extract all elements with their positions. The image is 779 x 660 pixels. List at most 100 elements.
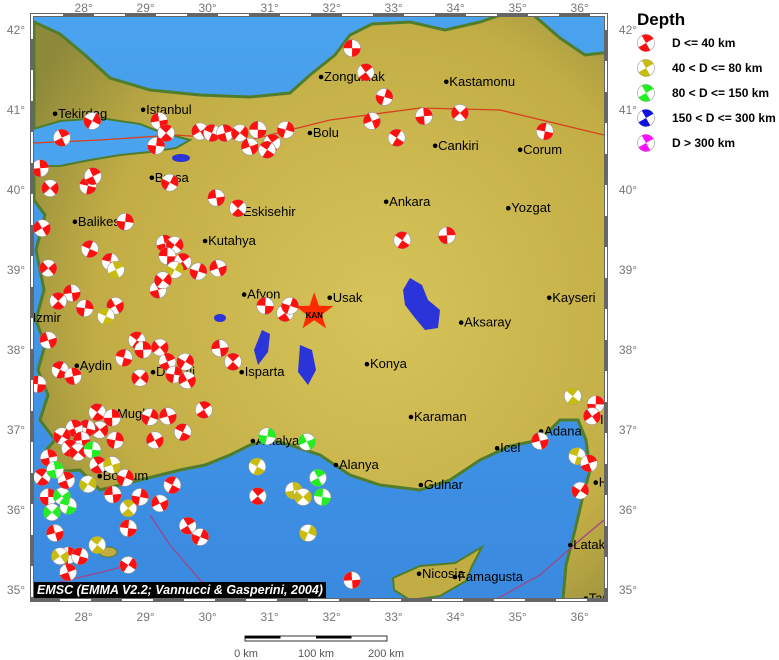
event-beachball[interactable] xyxy=(105,430,125,450)
event-beachball[interactable] xyxy=(535,121,555,141)
event-beachball[interactable] xyxy=(211,339,230,358)
event-beachball[interactable] xyxy=(148,335,172,359)
event-beachball[interactable] xyxy=(103,408,121,427)
event-beachball[interactable] xyxy=(297,522,319,544)
event-beachball[interactable] xyxy=(85,533,109,557)
event-beachball[interactable] xyxy=(354,60,378,84)
event-beachball[interactable] xyxy=(228,121,252,145)
event-beachball[interactable] xyxy=(361,110,383,132)
event-beachball[interactable] xyxy=(438,226,456,245)
event-beachball[interactable] xyxy=(69,546,90,567)
event-beachball[interactable] xyxy=(86,453,109,476)
event-beachball[interactable] xyxy=(561,384,585,408)
event-beachball[interactable] xyxy=(158,171,181,194)
event-beachball[interactable] xyxy=(151,268,175,292)
event-beachball[interactable] xyxy=(207,257,229,279)
event-beachball[interactable] xyxy=(147,136,166,155)
event-beachball[interactable] xyxy=(255,138,279,162)
event-beachball[interactable] xyxy=(148,492,171,515)
event-beachball[interactable] xyxy=(51,126,74,149)
event-beachball[interactable] xyxy=(40,500,64,524)
event-beachball[interactable] xyxy=(156,351,178,373)
event-beachball[interactable] xyxy=(45,460,65,480)
event-beachball[interactable] xyxy=(374,86,395,107)
event-beachball[interactable] xyxy=(343,39,361,58)
event-beachball[interactable] xyxy=(201,122,223,144)
event-beachball[interactable] xyxy=(38,176,62,200)
event-beachball[interactable] xyxy=(57,561,79,583)
event-beachball[interactable] xyxy=(157,406,178,427)
event-beachball[interactable] xyxy=(128,366,152,390)
event-beachball[interactable] xyxy=(62,283,81,302)
event-beachball[interactable] xyxy=(158,247,177,266)
event-beachball[interactable] xyxy=(116,496,140,520)
event-beachball[interactable] xyxy=(176,369,199,392)
event-beachball[interactable] xyxy=(296,431,319,454)
event-beachball[interactable] xyxy=(139,406,161,428)
event-beachball[interactable] xyxy=(76,472,99,495)
event-beachball[interactable] xyxy=(79,238,101,260)
event-beachball[interactable] xyxy=(568,479,592,503)
event-beachball[interactable] xyxy=(102,454,123,475)
event-beachball[interactable] xyxy=(30,465,54,489)
map-area[interactable]: Zonguldak KastamonuIstanbulTekirdagBoluCa… xyxy=(27,10,664,610)
event-beachball[interactable] xyxy=(38,329,59,350)
event-beachball[interactable] xyxy=(75,299,94,318)
event-beachball[interactable] xyxy=(249,121,267,139)
event-beachball[interactable] xyxy=(530,431,551,452)
event-beachball[interactable] xyxy=(46,289,70,313)
event-beachball[interactable] xyxy=(239,136,261,158)
event-beachball[interactable] xyxy=(246,455,269,478)
event-beachball[interactable] xyxy=(116,212,135,231)
event-beachball[interactable] xyxy=(105,259,127,281)
event-beachball[interactable] xyxy=(188,261,209,282)
event-beachball[interactable] xyxy=(221,350,245,374)
event-beachball[interactable] xyxy=(29,375,47,394)
event-beachball[interactable] xyxy=(226,196,250,220)
event-beachball[interactable] xyxy=(30,217,53,240)
event-beachball[interactable] xyxy=(39,488,58,506)
event-beachball[interactable] xyxy=(207,188,226,207)
event-beachball[interactable] xyxy=(81,110,104,133)
event-beachball[interactable] xyxy=(257,426,277,446)
event-beachball[interactable] xyxy=(36,256,60,280)
event-beachball[interactable] xyxy=(415,107,433,125)
event-beachball[interactable] xyxy=(578,453,600,475)
event-beachball[interactable] xyxy=(343,571,361,590)
event-beachball[interactable] xyxy=(171,421,194,444)
event-beachball[interactable] xyxy=(114,347,135,368)
event-beachball[interactable] xyxy=(161,474,184,497)
event-beachball[interactable] xyxy=(580,404,604,428)
event-beachball[interactable] xyxy=(55,469,77,491)
event-beachball[interactable] xyxy=(143,429,166,452)
event-beachball[interactable] xyxy=(385,126,408,149)
event-beachball[interactable] xyxy=(390,228,414,252)
event-beachball[interactable] xyxy=(279,295,301,317)
event-beachball[interactable] xyxy=(246,484,270,508)
event-beachball[interactable] xyxy=(448,101,472,125)
event-beachball[interactable] xyxy=(134,340,152,359)
event-beachball[interactable] xyxy=(256,296,275,315)
event-beachball[interactable] xyxy=(130,487,150,507)
event-beachball[interactable] xyxy=(83,440,102,459)
event-beachball[interactable] xyxy=(48,544,72,568)
event-beachball[interactable] xyxy=(192,398,216,422)
event-beachball[interactable] xyxy=(58,495,79,516)
event-beachball[interactable] xyxy=(291,485,315,509)
event-beachball[interactable] xyxy=(119,519,138,538)
epicenter-marker[interactable]: KAN xyxy=(295,292,334,329)
event-beachball[interactable] xyxy=(95,305,117,327)
event-beachball[interactable] xyxy=(82,165,105,188)
event-beachball[interactable] xyxy=(306,466,329,489)
event-beachball[interactable] xyxy=(176,514,199,537)
event-beachball[interactable] xyxy=(45,523,66,544)
event-beachball[interactable] xyxy=(103,485,122,504)
event-beachball[interactable] xyxy=(114,467,136,489)
event-beachball[interactable] xyxy=(31,159,50,177)
event-beachball[interactable] xyxy=(154,121,178,145)
event-beachball[interactable] xyxy=(63,366,83,386)
event-beachball[interactable] xyxy=(313,488,332,507)
event-beachball[interactable] xyxy=(189,526,211,548)
event-beachball[interactable] xyxy=(174,350,197,373)
event-beachball[interactable] xyxy=(116,553,140,577)
